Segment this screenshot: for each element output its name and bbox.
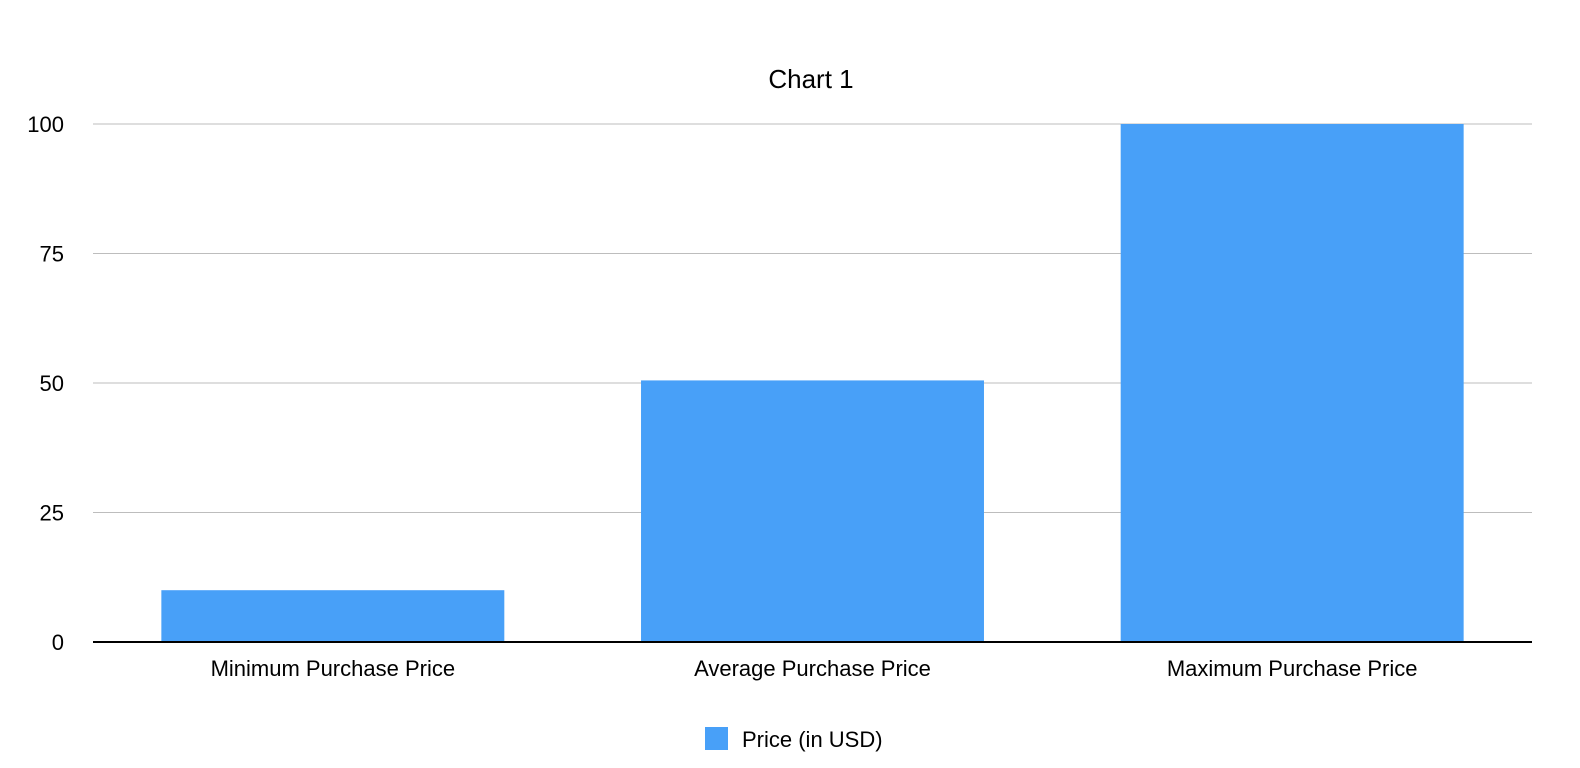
y-tick-label: 25 — [40, 501, 64, 526]
bar-average-purchase-price — [641, 380, 984, 642]
y-tick-label: 50 — [40, 371, 64, 396]
y-axis-tick-labels: 0 25 50 75 100 — [27, 112, 64, 655]
bars — [161, 124, 1464, 642]
x-category-label: Average Purchase Price — [694, 656, 931, 681]
legend-swatch — [705, 727, 728, 750]
chart-title: Chart 1 — [768, 64, 853, 94]
y-tick-label: 0 — [52, 630, 64, 655]
x-category-label: Maximum Purchase Price — [1167, 656, 1418, 681]
y-tick-label: 100 — [27, 112, 64, 137]
y-tick-label: 75 — [40, 242, 64, 267]
legend-label: Price (in USD) — [742, 727, 883, 752]
bar-maximum-purchase-price — [1120, 124, 1464, 642]
legend: Price (in USD) — [705, 727, 883, 752]
x-axis-category-labels: Minimum Purchase Price Average Purchase P… — [211, 656, 1418, 681]
bar-minimum-purchase-price — [161, 590, 505, 642]
x-category-label: Minimum Purchase Price — [211, 656, 456, 681]
